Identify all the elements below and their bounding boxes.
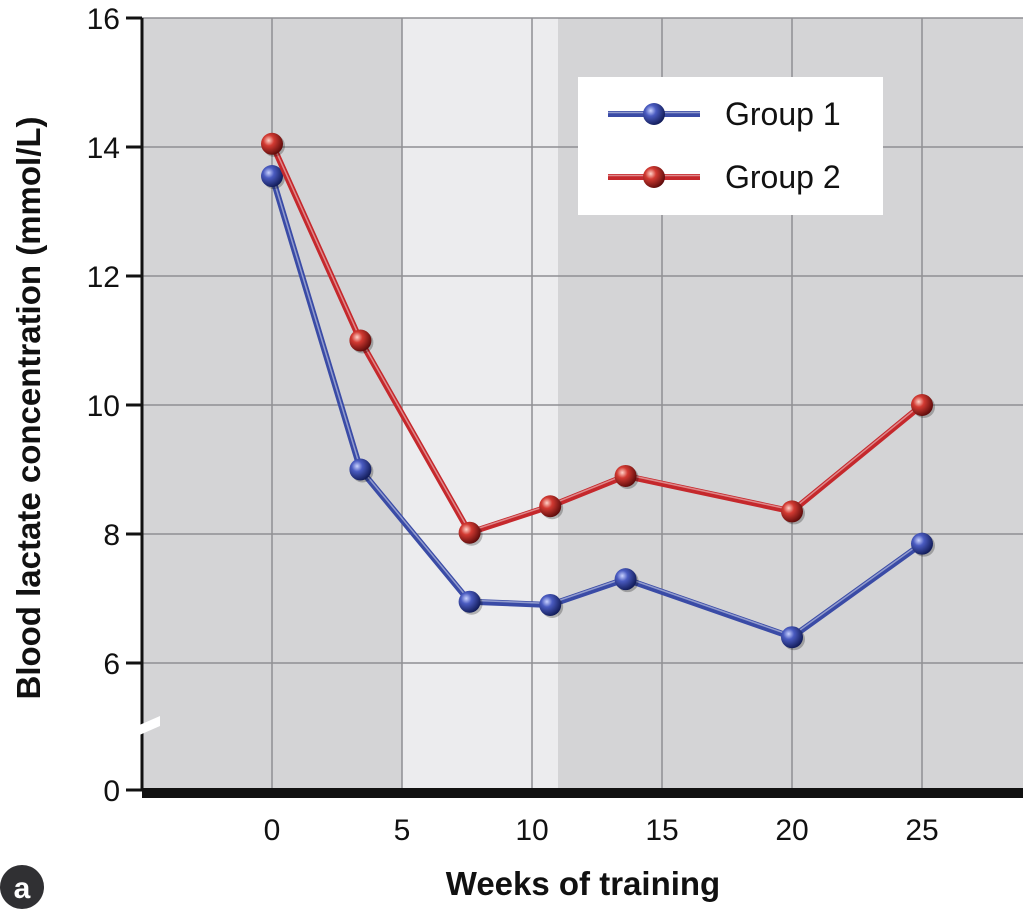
data-point [614,568,637,591]
legend: Group 1 Group 2 [578,77,883,215]
y-tick-label: 10 [87,390,120,423]
data-point [261,165,283,188]
legend-marker [643,166,665,188]
legend-item: Group 1 [608,96,841,132]
x-tick-label: 15 [645,814,678,847]
y-tick-label: 6 [103,648,120,681]
data-point [349,458,372,481]
series-layer [261,132,935,651]
data-point [911,532,933,555]
data-point [458,521,481,544]
y-axis-break [128,716,160,740]
panel-badge-circle [0,865,44,909]
x-tick-label: 5 [394,814,411,847]
series-2 [261,132,935,546]
legend-marker [643,103,665,125]
data-point [458,590,481,613]
series-1 [261,165,935,651]
legend-label: Group 1 [725,96,841,132]
y-tick-labels: 0 6 8 10 12 14 16 [87,3,120,808]
panel-badge: a [0,865,44,909]
data-point [539,495,562,518]
axes [126,16,1023,798]
legend-item: Group 2 [608,159,841,195]
y-tick-label: 8 [103,519,120,552]
x-axis-bar [142,788,1023,798]
y-tick-label: 14 [87,132,120,165]
panel-label: a [14,872,31,905]
y-tick-label: 0 [103,775,120,808]
x-tick-labels: 0 5 10 15 20 25 [264,814,939,847]
x-tick-label: 0 [264,814,281,847]
data-point [614,464,637,487]
data-point [911,394,933,416]
data-point [781,626,803,649]
x-axis-title: Weeks of training [446,865,720,902]
x-tick-label: 25 [905,814,938,847]
y-axis-title: Blood lactate concentration (mmol/L) [10,116,47,699]
y-tick-label: 16 [87,3,120,36]
y-tick-label: 12 [87,261,120,294]
data-point [261,132,283,155]
highlight-band [402,18,558,790]
legend-label: Group 2 [725,159,841,195]
x-tick-label: 10 [515,814,548,847]
data-point [781,500,803,523]
data-point [539,593,562,616]
data-point [349,329,372,352]
x-tick-label: 20 [775,814,808,847]
legend-box [578,77,883,215]
